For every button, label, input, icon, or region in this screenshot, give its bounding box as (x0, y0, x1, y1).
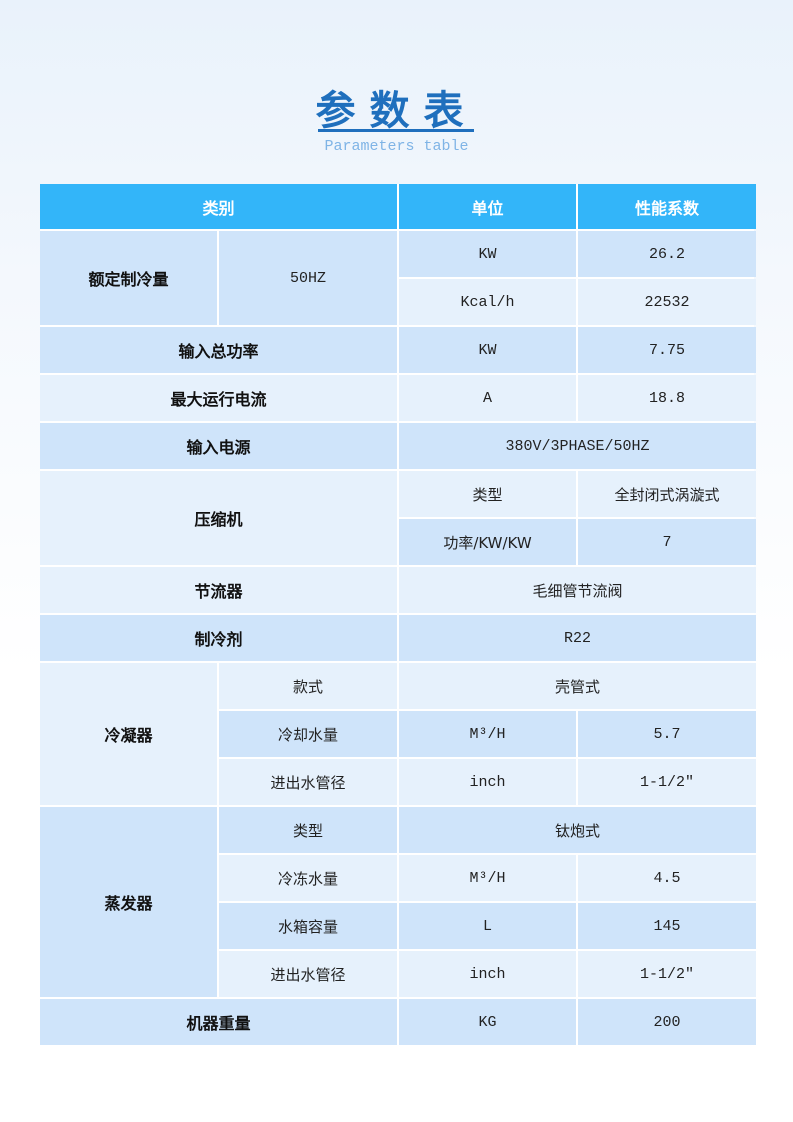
input-power-value: 7.75 (578, 327, 756, 373)
rated-cooling-freq: 50HZ (219, 231, 397, 325)
condenser-water-value: 5.7 (578, 711, 756, 757)
condenser-style-value: 壳管式 (399, 663, 756, 709)
page-subtitle: Parameters table (324, 138, 469, 155)
evaporator-water-label: 冷冻水量 (219, 855, 397, 901)
header-category: 类别 (40, 184, 397, 229)
evaporator-label: 蒸发器 (40, 807, 217, 997)
condenser-label: 冷凝器 (40, 663, 217, 805)
compressor-type-value: 全封闭式涡漩式 (578, 471, 756, 517)
parameters-table: 类别 单位 性能系数 额定制冷量 50HZ KW 26.2 Kcal/h 225… (40, 184, 756, 1045)
refrigerant-value: R22 (399, 615, 756, 661)
condenser-style-label: 款式 (219, 663, 397, 709)
throttle-value: 毛细管节流阀 (399, 567, 756, 613)
rated-cooling-value: 22532 (578, 279, 756, 325)
evaporator-water-unit: M³/H (399, 855, 576, 901)
evaporator-tank-unit: L (399, 903, 576, 949)
evaporator-tank-label: 水箱容量 (219, 903, 397, 949)
input-power-unit: KW (399, 327, 576, 373)
condenser-pipe-label: 进出水管径 (219, 759, 397, 805)
power-supply-value: 380V/3PHASE/50HZ (399, 423, 756, 469)
rated-cooling-unit: Kcal/h (399, 279, 576, 325)
header-value: 性能系数 (578, 184, 756, 229)
evaporator-pipe-label: 进出水管径 (219, 951, 397, 997)
weight-unit: KG (399, 999, 576, 1045)
rated-cooling-unit: KW (399, 231, 576, 277)
page-title: 参数表 (315, 87, 478, 134)
condenser-pipe-unit: inch (399, 759, 576, 805)
compressor-power-value: 7 (578, 519, 756, 565)
rated-cooling-label: 额定制冷量 (40, 231, 217, 325)
max-current-value: 18.8 (578, 375, 756, 421)
title-underline (318, 129, 474, 132)
compressor-label: 压缩机 (40, 471, 397, 565)
refrigerant-label: 制冷剂 (40, 615, 397, 661)
evaporator-type-value: 钛炮式 (399, 807, 756, 853)
condenser-water-unit: M³/H (399, 711, 576, 757)
evaporator-type-label: 类型 (219, 807, 397, 853)
evaporator-water-value: 4.5 (578, 855, 756, 901)
max-current-unit: A (399, 375, 576, 421)
weight-label: 机器重量 (40, 999, 397, 1045)
header-unit: 单位 (399, 184, 576, 229)
condenser-water-label: 冷却水量 (219, 711, 397, 757)
condenser-pipe-value: 1-1/2″ (578, 759, 756, 805)
weight-value: 200 (578, 999, 756, 1045)
rated-cooling-value: 26.2 (578, 231, 756, 277)
compressor-type-label: 类型 (399, 471, 576, 517)
evaporator-pipe-value: 1-1/2″ (578, 951, 756, 997)
evaporator-tank-value: 145 (578, 903, 756, 949)
compressor-power-label: 功率/KW/KW (399, 519, 576, 565)
throttle-label: 节流器 (40, 567, 397, 613)
max-current-label: 最大运行电流 (40, 375, 397, 421)
input-power-label: 输入总功率 (40, 327, 397, 373)
evaporator-pipe-unit: inch (399, 951, 576, 997)
power-supply-label: 输入电源 (40, 423, 397, 469)
